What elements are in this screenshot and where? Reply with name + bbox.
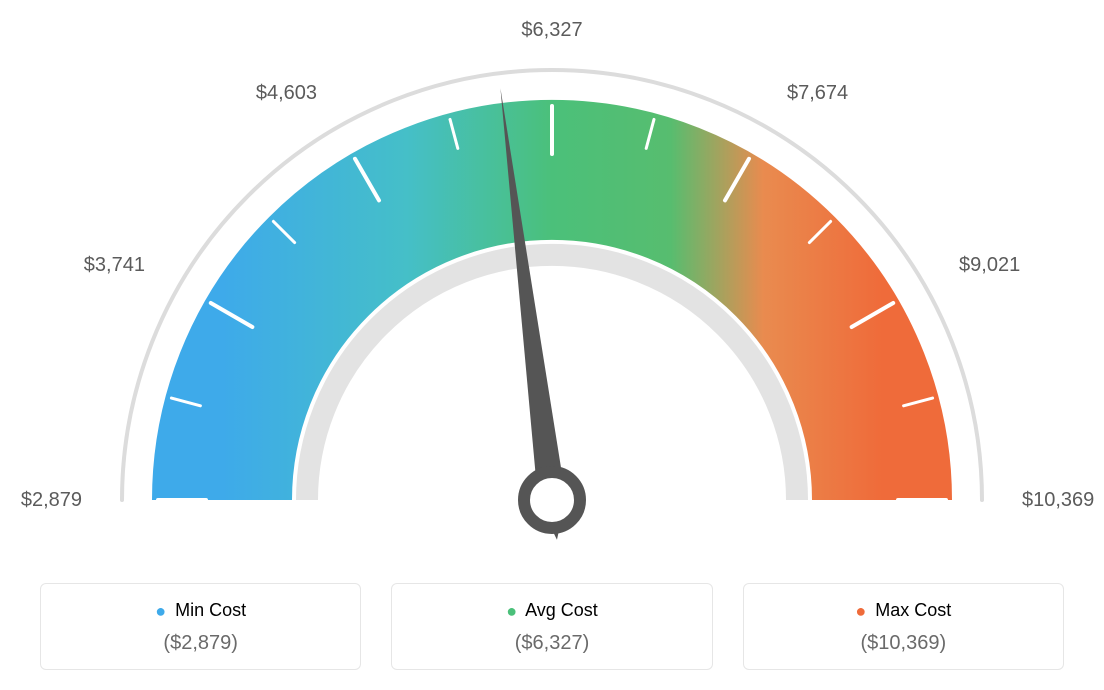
dot-icon: ● <box>155 601 166 621</box>
legend-title-avg-text: Avg Cost <box>525 600 598 620</box>
legend-card-min: ● Min Cost ($2,879) <box>40 583 361 670</box>
svg-text:$7,674: $7,674 <box>787 82 848 104</box>
legend-row: ● Min Cost ($2,879) ● Avg Cost ($6,327) … <box>40 583 1064 670</box>
legend-title-max-text: Max Cost <box>875 600 951 620</box>
cost-gauge-widget: $2,879 $3,741 $4,603 $6,327 $7,674 $9,021 $10,… <box>0 0 1104 690</box>
legend-title-min: ● Min Cost <box>51 600 350 622</box>
gauge-chart: $2,879 $3,741 $4,603 $6,327 $7,674 $9,021 $10,… <box>0 0 1104 560</box>
dot-icon: ● <box>506 601 517 621</box>
legend-value-min: ($2,879) <box>51 632 350 655</box>
legend-title-max: ● Max Cost <box>754 600 1053 622</box>
svg-text:$10,369: $10,369 <box>1022 489 1094 511</box>
gauge-svg: $2,879 $3,741 $4,603 $6,327 $7,674 $9,021 $10,… <box>0 0 1104 560</box>
legend-value-avg: ($6,327) <box>402 632 701 655</box>
dot-icon: ● <box>855 601 866 621</box>
svg-text:$3,741: $3,741 <box>84 254 145 276</box>
legend-title-min-text: Min Cost <box>175 600 246 620</box>
legend-card-avg: ● Avg Cost ($6,327) <box>391 583 712 670</box>
svg-text:$6,327: $6,327 <box>521 19 582 41</box>
legend-value-max: ($10,369) <box>754 632 1053 655</box>
legend-title-avg: ● Avg Cost <box>402 600 701 622</box>
svg-text:$2,879: $2,879 <box>21 489 82 511</box>
legend-card-max: ● Max Cost ($10,369) <box>743 583 1064 670</box>
svg-text:$4,603: $4,603 <box>256 82 317 104</box>
svg-text:$9,021: $9,021 <box>959 254 1020 276</box>
